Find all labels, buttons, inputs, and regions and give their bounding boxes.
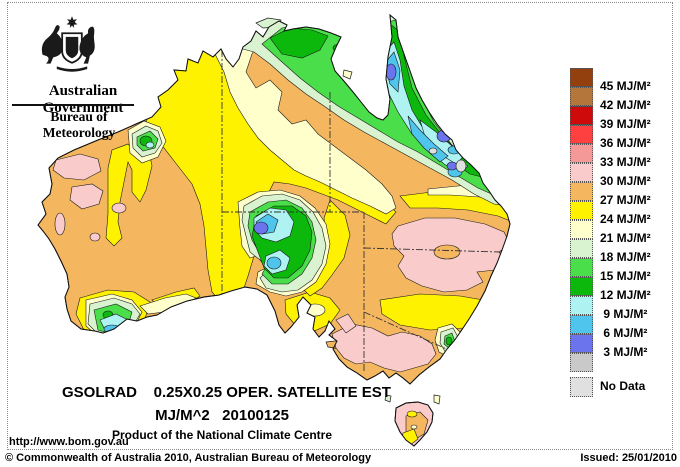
legend-label-33: 33 MJ/M² (600, 155, 651, 169)
map-title-line2: MJ/M^2 20100125 (155, 407, 289, 424)
legend-swatch-3 (570, 334, 593, 353)
map-title-line1: GSOLRAD 0.25X0.25 OPER. SATELLITE EST (62, 384, 391, 401)
legend-swatch-9 (570, 296, 593, 315)
legend-label-24: 24 MJ/M² (600, 212, 651, 226)
legend-label-42: 42 MJ/M² (600, 98, 651, 112)
legend-label-30: 30 MJ/M² (600, 174, 651, 188)
legend-swatch-36 (570, 125, 593, 144)
bureau-title: Bureau of Meteorology (42, 109, 116, 140)
state-borders (221, 50, 501, 372)
legend-swatch-30 (570, 163, 593, 182)
crest-star (66, 16, 78, 28)
legend-label-15: 15 MJ/M² (600, 269, 651, 283)
legend-swatch-12 (570, 277, 593, 296)
copyright-text: © Commonwealth of Australia 2010, Austra… (5, 452, 372, 464)
legend-label-6: 6 MJ/M² (600, 326, 648, 340)
bom-url: http://www.bom.gov.au (9, 436, 129, 448)
legend-label-27: 27 MJ/M² (600, 193, 651, 207)
map-title-block: GSOLRAD 0.25X0.25 OPER. SATELLITE EST MJ… (62, 384, 391, 442)
legend-swatch-6 (570, 315, 593, 334)
legend-label-39: 39 MJ/M² (600, 117, 651, 131)
legend-swatch-24 (570, 201, 593, 220)
legend-swatch-lt3 (570, 353, 593, 372)
coastline (37, 13, 511, 447)
legend-label-9: 9 MJ/M² (600, 307, 648, 321)
legend-swatch-42 (570, 87, 593, 106)
legend-label-21: 21 MJ/M² (600, 231, 651, 245)
legend-label-18: 18 MJ/M² (600, 250, 651, 264)
legend-swatch-39 (570, 106, 593, 125)
legend-swatch-45 (570, 68, 593, 87)
legend-swatch-15 (570, 258, 593, 277)
legend-label-nodata: No Data (600, 379, 646, 393)
header-divider (12, 104, 134, 106)
legend-swatch-18 (570, 239, 593, 258)
legend-label-36: 36 MJ/M² (600, 136, 651, 150)
legend-swatch-21 (570, 220, 593, 239)
legend-label-45: 45 MJ/M² (600, 79, 651, 93)
crest-emu (79, 26, 95, 64)
crest-kangaroo (41, 25, 64, 64)
legend-swatch-27 (570, 182, 593, 201)
crest-scroll (56, 66, 88, 72)
issued-date: Issued: 25/01/2010 (580, 452, 677, 464)
map-title-line3: Product of the National Climate Centre (111, 428, 333, 442)
legend-swatch-33 (570, 144, 593, 163)
legend-swatch-nodata (570, 377, 593, 397)
legend-label-12: 12 MJ/M² (600, 288, 651, 302)
legend-label-3: 3 MJ/M² (600, 345, 648, 359)
coat-of-arms-icon (41, 16, 95, 72)
